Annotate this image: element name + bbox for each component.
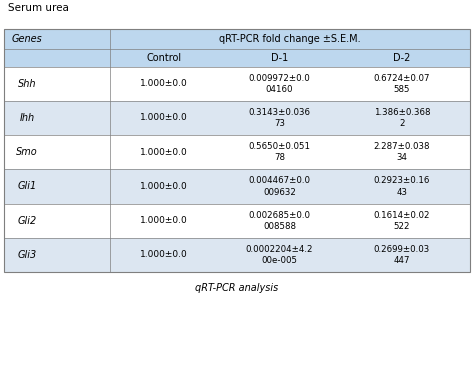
Text: 0.5650±0.051
78: 0.5650±0.051 78 [248, 142, 310, 162]
Text: 1.386±0.368
2: 1.386±0.368 2 [374, 108, 430, 128]
Text: D-2: D-2 [393, 53, 410, 63]
FancyBboxPatch shape [4, 169, 470, 204]
Text: Control: Control [146, 53, 182, 63]
Text: Ihh: Ihh [20, 113, 35, 123]
Text: 1.000±0.0: 1.000±0.0 [140, 114, 188, 123]
Text: 2.287±0.038
34: 2.287±0.038 34 [374, 142, 430, 162]
Text: 1.000±0.0: 1.000±0.0 [140, 251, 188, 259]
FancyBboxPatch shape [4, 238, 470, 272]
Text: 0.2699±0.03
447: 0.2699±0.03 447 [374, 245, 430, 265]
Text: qRT-PCR fold change ±S.E.M.: qRT-PCR fold change ±S.E.M. [219, 34, 361, 44]
FancyBboxPatch shape [4, 101, 470, 135]
Text: Gli1: Gli1 [18, 182, 37, 192]
Text: Gli3: Gli3 [18, 250, 37, 260]
Text: 1.000±0.0: 1.000±0.0 [140, 79, 188, 88]
Text: D-1: D-1 [271, 53, 288, 63]
FancyBboxPatch shape [4, 29, 470, 49]
Text: Smo: Smo [17, 147, 38, 157]
Text: 1.000±0.0: 1.000±0.0 [140, 216, 188, 225]
Text: 0.004467±0.0
009632: 0.004467±0.0 009632 [248, 176, 310, 197]
Text: 1.000±0.0: 1.000±0.0 [140, 182, 188, 191]
Text: Shh: Shh [18, 79, 36, 89]
Text: Genes: Genes [12, 34, 43, 44]
Text: qRT-PCR analysis: qRT-PCR analysis [195, 283, 279, 293]
Text: 0.3143±0.036
73: 0.3143±0.036 73 [248, 108, 310, 128]
Text: 0.0002204±4.2
00e-005: 0.0002204±4.2 00e-005 [246, 245, 313, 265]
Text: 0.6724±0.07
585: 0.6724±0.07 585 [374, 74, 430, 94]
FancyBboxPatch shape [4, 49, 470, 67]
Text: 0.1614±0.02
522: 0.1614±0.02 522 [374, 211, 430, 231]
Text: 1.000±0.0: 1.000±0.0 [140, 148, 188, 157]
Text: Serum urea: Serum urea [9, 3, 69, 13]
Text: 0.2923±0.16
43: 0.2923±0.16 43 [374, 176, 430, 197]
Text: 0.009972±0.0
04160: 0.009972±0.0 04160 [248, 74, 310, 94]
Text: 0.002685±0.0
008588: 0.002685±0.0 008588 [248, 211, 310, 231]
Text: Gli2: Gli2 [18, 216, 37, 226]
